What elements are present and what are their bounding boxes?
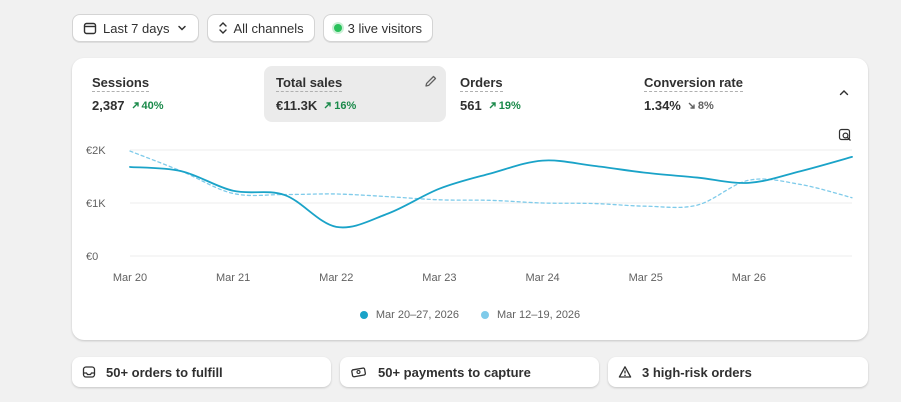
- metric-value: 561: [460, 98, 482, 113]
- x-tick-label: Mar 25: [629, 272, 663, 284]
- payments-to-capture-card[interactable]: 50+ payments to capture: [340, 357, 599, 387]
- metric-value: 2,387: [92, 98, 125, 113]
- metric-orders[interactable]: Orders 561 19%: [448, 66, 630, 122]
- toolbar: Last 7 days All channels 3 live visitors: [72, 14, 434, 42]
- metric-change: 8%: [687, 100, 714, 112]
- channels-label: All channels: [233, 20, 304, 36]
- legend-swatch: [481, 311, 489, 319]
- metric-change: 19%: [488, 100, 521, 112]
- series-line-current: [129, 155, 853, 229]
- metric-conversion-rate[interactable]: Conversion rate 1.34% 8%: [632, 66, 814, 122]
- live-visitors-button[interactable]: 3 live visitors: [322, 14, 434, 42]
- metric-change: 16%: [323, 100, 356, 112]
- legend-label: Mar 20–27, 2026: [375, 309, 459, 321]
- metric-label: Sessions: [92, 75, 150, 92]
- calendar-icon: [83, 22, 97, 35]
- x-tick-label: Mar 22: [319, 272, 353, 284]
- metric-value: €11.3K: [276, 98, 318, 113]
- metric-change-value: 19%: [498, 99, 521, 112]
- series-line-previous: [129, 150, 853, 209]
- metric-change-value: 8%: [697, 99, 714, 112]
- metric-label: Total sales: [276, 75, 343, 92]
- inbox-icon: [82, 366, 96, 378]
- pencil-icon[interactable]: [424, 74, 438, 88]
- y-tick-label: €0: [86, 251, 98, 263]
- metric-change-value: 16%: [334, 99, 357, 112]
- chart-insight-icon[interactable]: [838, 128, 852, 142]
- arrow-up-right-icon: [324, 102, 331, 109]
- orders-to-fulfill-card[interactable]: 50+ orders to fulfill: [72, 357, 331, 387]
- chevron-down-icon: [177, 25, 186, 31]
- x-tick-label: Mar 26: [732, 272, 766, 284]
- y-tick-label: €1K: [86, 198, 106, 210]
- alert-triangle-icon: [618, 366, 632, 378]
- high-risk-orders-card[interactable]: 3 high-risk orders: [608, 357, 868, 387]
- action-label: 3 high-risk orders: [642, 364, 752, 380]
- live-dot-icon: [333, 24, 342, 32]
- arrow-down-right-icon: [688, 102, 695, 109]
- legend-item-current[interactable]: Mar 20–27, 2026: [359, 309, 459, 321]
- arrow-up-right-icon: [132, 102, 139, 109]
- metric-label: Orders: [460, 75, 503, 92]
- y-tick-label: €2K: [86, 145, 106, 157]
- x-tick-label: Mar 21: [216, 272, 250, 284]
- x-tick-label: Mar 24: [525, 272, 559, 284]
- channels-button[interactable]: All channels: [206, 14, 315, 42]
- metric-total-sales[interactable]: Total sales €11.3K 16%: [264, 66, 446, 122]
- metric-label: Conversion rate: [644, 75, 743, 92]
- sales-line-chart: €2K €1K €0 Mar 20 Mar 21 Mar 22 Mar 23 Mar 24 Ma…: [86, 145, 853, 284]
- legend-label: Mar 12–19, 2026: [497, 309, 581, 321]
- metric-change-value: 40%: [141, 99, 164, 112]
- action-label: 50+ payments to capture: [378, 364, 531, 380]
- metric-value: 1.34%: [644, 98, 681, 113]
- x-tick-label: Mar 20: [113, 272, 147, 284]
- date-range-button[interactable]: Last 7 days: [72, 14, 199, 42]
- metric-change: 40%: [131, 100, 164, 112]
- legend-swatch: [359, 311, 368, 319]
- chevron-up-icon[interactable]: [837, 86, 851, 100]
- date-range-label: Last 7 days: [103, 20, 170, 36]
- sort-arrows-icon: [218, 22, 227, 34]
- action-label: 50+ orders to fulfill: [106, 364, 223, 380]
- arrow-up-right-icon: [489, 102, 496, 109]
- action-cards: 50+ orders to fulfill 50+ payments to ca…: [72, 357, 868, 387]
- chart-legend: Mar 20–27, 2026 Mar 12–19, 2026: [72, 309, 868, 321]
- legend-item-previous[interactable]: Mar 12–19, 2026: [481, 309, 580, 321]
- sales-overview-card: Sessions 2,387 40% Total sales €11.3K 16…: [72, 58, 868, 340]
- metric-sessions[interactable]: Sessions 2,387 40%: [80, 66, 262, 122]
- live-visitors-label: 3 live visitors: [347, 20, 423, 36]
- x-tick-label: Mar 23: [422, 272, 456, 284]
- cash-icon: [351, 367, 367, 378]
